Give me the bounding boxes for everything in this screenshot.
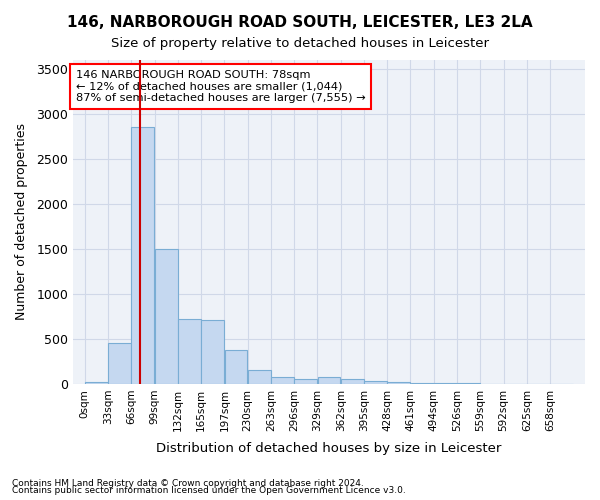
Bar <box>295 379 317 384</box>
Bar <box>224 350 247 384</box>
Bar <box>388 382 410 384</box>
Bar <box>341 380 364 384</box>
Text: 146, NARBOROUGH ROAD SOUTH, LEICESTER, LE3 2LA: 146, NARBOROUGH ROAD SOUTH, LEICESTER, L… <box>67 15 533 30</box>
Bar <box>108 344 131 384</box>
Bar <box>364 381 387 384</box>
Bar <box>248 370 271 384</box>
Bar <box>411 383 434 384</box>
Bar <box>271 377 294 384</box>
Text: 146 NARBOROUGH ROAD SOUTH: 78sqm
← 12% of detached houses are smaller (1,044)
87: 146 NARBOROUGH ROAD SOUTH: 78sqm ← 12% o… <box>76 70 365 103</box>
Bar <box>178 319 201 384</box>
Bar <box>131 128 154 384</box>
Bar <box>85 382 108 384</box>
Y-axis label: Number of detached properties: Number of detached properties <box>15 124 28 320</box>
Text: Size of property relative to detached houses in Leicester: Size of property relative to detached ho… <box>111 38 489 51</box>
X-axis label: Distribution of detached houses by size in Leicester: Distribution of detached houses by size … <box>157 442 502 455</box>
Bar <box>155 249 178 384</box>
Text: Contains HM Land Registry data © Crown copyright and database right 2024.: Contains HM Land Registry data © Crown c… <box>12 478 364 488</box>
Text: Contains public sector information licensed under the Open Government Licence v3: Contains public sector information licen… <box>12 486 406 495</box>
Bar <box>317 377 340 384</box>
Bar <box>201 320 224 384</box>
